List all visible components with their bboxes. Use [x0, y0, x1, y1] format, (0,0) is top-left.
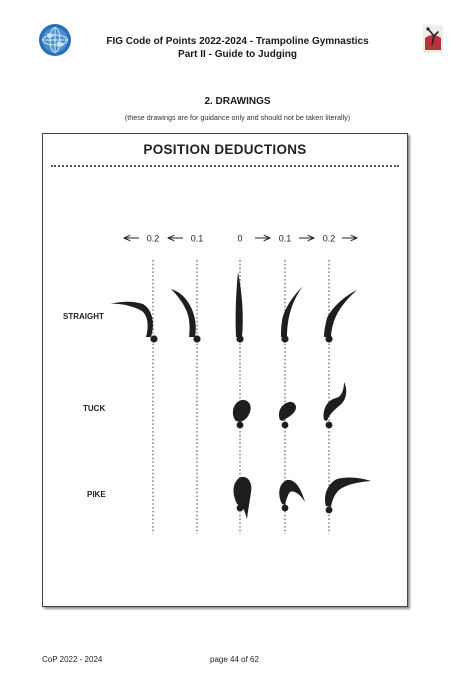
row-label-pike: PIKE	[87, 490, 106, 499]
position-deductions-drawing: 0.2 0.1 0 0.1 0.2	[109, 234, 371, 534]
pike-figures	[233, 476, 371, 519]
head-icon	[281, 504, 289, 512]
head-icon	[193, 335, 201, 343]
tuck-figures	[232, 382, 347, 429]
section-title: 2. DRAWINGS	[204, 96, 271, 107]
head-icon	[325, 335, 333, 343]
tuck-figure-0-icon	[232, 399, 251, 422]
row-label-straight: STRAIGHT	[63, 312, 104, 321]
footer-page-number: page 44 of 62	[210, 655, 259, 664]
straight-figure-right-0.1-icon	[281, 286, 303, 337]
head-icon	[325, 421, 333, 429]
head-icon	[236, 335, 244, 343]
straight-figures	[109, 272, 357, 343]
scale-label: 0.1	[279, 234, 292, 244]
pike-figure-0.2-icon	[325, 477, 371, 507]
head-icon	[281, 335, 289, 343]
panel-title: POSITION DEDUCTIONS	[143, 142, 307, 157]
head-icon	[236, 421, 244, 429]
straight-figure-0.2-icon	[109, 301, 153, 337]
pike-figure-0.1-icon	[279, 479, 305, 505]
scale-label: 0.2	[147, 234, 160, 244]
head-icon	[236, 504, 244, 512]
document-subtitle: Part II - Guide to Judging	[178, 49, 297, 60]
document-title: FIG Code of Points 2022-2024 - Trampolin…	[106, 36, 369, 47]
head-icon	[150, 335, 158, 343]
tuck-figure-0.1-icon	[279, 401, 297, 421]
section-subtitle: (these drawings are for guidance only an…	[124, 113, 351, 122]
scale-label: 0.2	[323, 234, 336, 244]
tuck-figure-0.2-icon	[323, 382, 347, 421]
trampoline-gymnast-logo-icon	[423, 25, 443, 53]
straight-figure-0-icon	[235, 272, 243, 337]
head-icon	[325, 506, 333, 514]
pike-figure-0-icon	[233, 476, 252, 519]
straight-figure-0.1-icon	[171, 289, 196, 337]
head-icon	[281, 421, 289, 429]
row-label-tuck: TUCK	[83, 404, 106, 413]
straight-figure-right-0.2-icon	[324, 290, 357, 337]
scale-label: 0	[237, 234, 242, 244]
position-deductions-panel: POSITION DEDUCTIONS 0.2 0.1 0 0.1 0.2	[42, 133, 408, 607]
dotted-divider	[51, 165, 399, 167]
fig-globe-logo-icon	[39, 24, 71, 56]
scale-label: 0.1	[191, 234, 204, 244]
footer-cop: CoP 2022 - 2024	[42, 655, 103, 664]
